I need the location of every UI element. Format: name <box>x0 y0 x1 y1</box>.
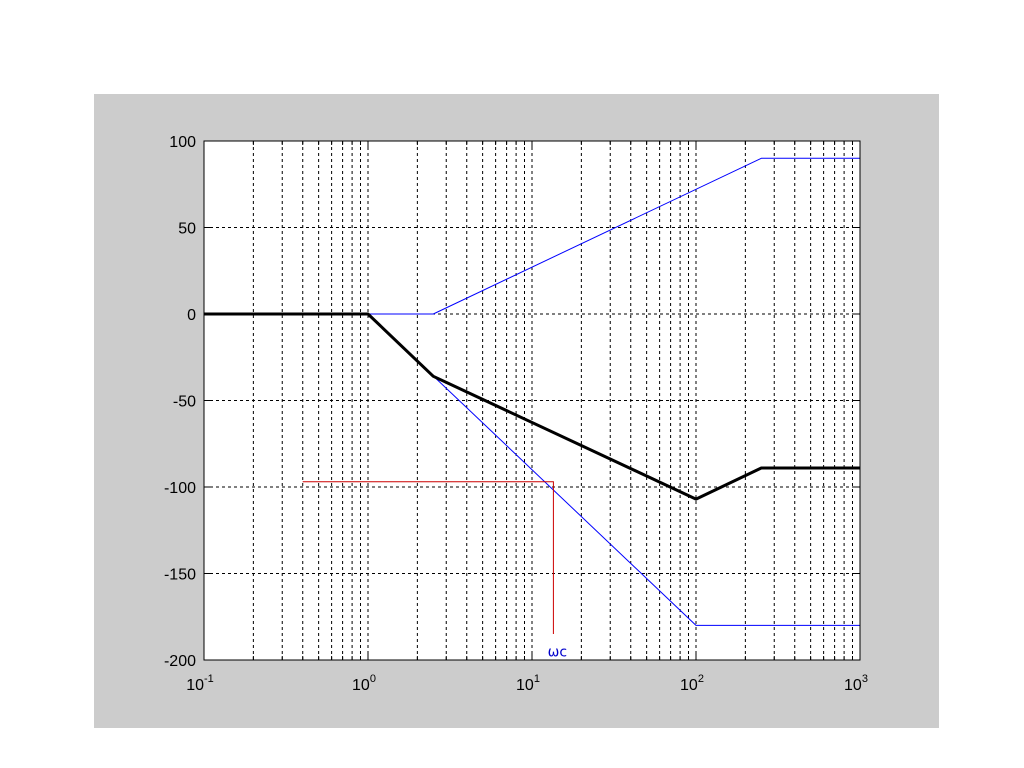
y-tick-label: -100 <box>164 480 196 497</box>
ticks <box>203 140 860 661</box>
y-tick-label: -50 <box>173 394 196 411</box>
x-tick-label: 102 <box>680 673 704 694</box>
y-tick-label: -200 <box>164 653 196 670</box>
bode-plot: ωc 10-1 100 101 102 103 100 50 0 -50 -100 -150 -200 <box>94 94 939 728</box>
crossover-guide-line <box>302 481 554 634</box>
y-tick-label: 100 <box>169 134 196 151</box>
figure-panel: ωc 10-1 100 101 102 103 100 50 0 -50 -100 -150 -200 <box>94 94 939 728</box>
x-tick-label: 10-1 <box>186 673 214 694</box>
series-layer <box>204 157 860 626</box>
y-tick-label: -150 <box>164 567 196 584</box>
x-tick-label: 100 <box>352 673 376 694</box>
series-line <box>204 312 860 501</box>
y-tick-label: 0 <box>187 307 196 324</box>
tick-labels: 10-1 100 101 102 103 100 50 0 -50 -100 -150 -200 <box>164 134 868 694</box>
y-tick-label: 50 <box>178 221 196 238</box>
annotation-layer: ωc <box>302 481 567 660</box>
x-tick-label: 101 <box>516 673 540 694</box>
x-tick-label: 103 <box>844 673 868 694</box>
crossover-label: ωc <box>548 644 567 660</box>
